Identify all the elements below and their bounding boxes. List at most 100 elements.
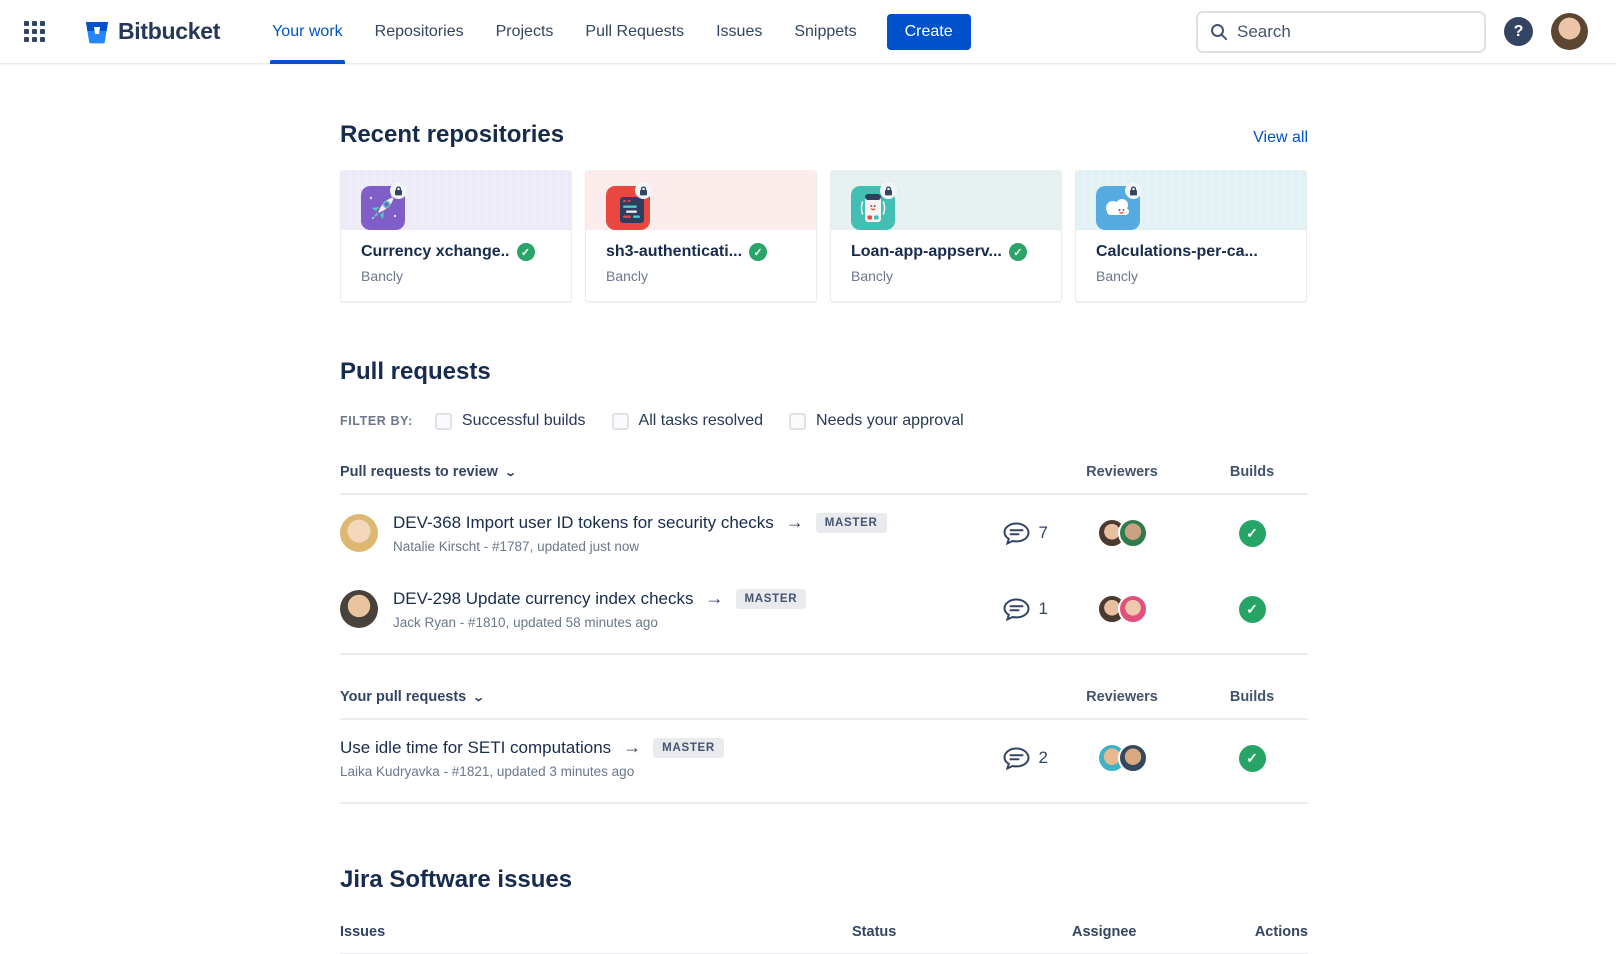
group-label-your-pull-requests[interactable]: Your pull requests ⌄: [340, 689, 486, 705]
brand-name: Bitbucket: [118, 18, 221, 44]
target-branch-badge: MASTER: [653, 737, 724, 758]
reviewer-avatar[interactable]: [1117, 594, 1148, 624]
comment-count: 7: [1038, 523, 1048, 542]
actions-column-header: Actions: [1254, 924, 1308, 940]
pr-row[interactable]: Use idle time for SETI computations → MA…: [340, 720, 1308, 796]
checkbox[interactable]: [789, 412, 807, 430]
repo-name[interactable]: Loan-app-appserv...: [851, 243, 1002, 260]
private-lock-icon: [1125, 182, 1142, 199]
builds-cell: ✓: [1196, 595, 1308, 623]
arrow-right-icon: →: [623, 737, 642, 757]
chevron-down-icon: ⌄: [472, 691, 486, 704]
comments-indicator[interactable]: 2: [964, 746, 1048, 770]
filter-by-label: FILTER BY:: [340, 414, 413, 428]
target-branch-badge: MASTER: [815, 512, 887, 533]
verified-check-icon: ✓: [1008, 243, 1027, 261]
nav-item-projects[interactable]: Projects: [495, 22, 554, 40]
search-input[interactable]: [1237, 21, 1472, 42]
verified-check-icon: ✓: [749, 243, 768, 261]
reviewers-cell: [1048, 743, 1196, 773]
repo-card-loan-app-appserver[interactable]: Loan-app-appserv... ✓ Bancly: [830, 170, 1062, 302]
reviewer-avatar[interactable]: [1117, 518, 1148, 548]
create-button[interactable]: Create: [886, 13, 971, 50]
repo-owner[interactable]: Bancly: [1096, 268, 1139, 284]
filter-needs-your-approval[interactable]: Needs your approval: [789, 412, 964, 430]
profile-avatar[interactable]: [1551, 13, 1588, 50]
app-switcher-icon[interactable]: [24, 20, 46, 43]
build-success-icon[interactable]: ✓: [1238, 519, 1266, 547]
build-success-icon[interactable]: ✓: [1238, 595, 1266, 623]
nav-item-your-work[interactable]: Your work: [256, 0, 359, 64]
pull-requests-title: Pull requests: [340, 358, 491, 385]
nav-item-issues[interactable]: Issues: [716, 22, 763, 40]
pr-meta: Laika Kudryavka - #1821, updated 3 minut…: [340, 764, 635, 779]
author-avatar[interactable]: [340, 590, 378, 628]
target-branch-badge: MASTER: [735, 588, 807, 609]
builds-column-header: Builds: [1229, 689, 1275, 705]
jira-issues-title: Jira Software issues: [340, 866, 573, 893]
arrow-right-icon: →: [785, 512, 804, 532]
comment-bubble-icon: [1003, 521, 1030, 545]
private-lock-icon: [390, 182, 407, 199]
pull-requests-section: Pull requests FILTER BY: Successful buil…: [340, 358, 1308, 804]
reviewers-cell: [1048, 518, 1196, 548]
nav-item-repositories[interactable]: Repositories: [374, 22, 464, 40]
jira-issues-section: Jira Software issues Issues Status Assig…: [340, 866, 1308, 954]
primary-nav: Your work Repositories Projects Pull Req…: [256, 0, 873, 64]
author-avatar[interactable]: [340, 514, 378, 552]
checkbox[interactable]: [611, 412, 629, 430]
builds-cell: ✓: [1196, 519, 1308, 547]
builds-column-header: Builds: [1229, 464, 1275, 480]
pr-group-your-pull-requests: Your pull requests ⌄ Reviewers Builds Us…: [340, 689, 1308, 804]
status-column-header: Status: [852, 924, 897, 940]
pr-filters: FILTER BY: Successful builds All tasks r…: [340, 412, 1308, 430]
reviewer-avatar[interactable]: [1117, 743, 1148, 773]
help-icon[interactable]: ?: [1504, 17, 1533, 46]
repo-name[interactable]: Calculations-per-ca...: [1096, 243, 1258, 260]
repo-card-sh3-authentication[interactable]: sh3-authenticati... ✓ Bancly: [585, 170, 817, 302]
group-label-to-review[interactable]: Pull requests to review ⌄: [340, 464, 518, 480]
nav-item-pull-requests[interactable]: Pull Requests: [585, 22, 685, 40]
search-box[interactable]: [1196, 10, 1486, 53]
pr-row[interactable]: DEV-368 Import user ID tokens for securi…: [340, 495, 1308, 571]
repo-card-calculations-per-capita[interactable]: Calculations-per-ca... Bancly: [1075, 170, 1307, 302]
build-success-icon[interactable]: ✓: [1238, 744, 1266, 772]
repo-owner[interactable]: Bancly: [851, 268, 894, 284]
pr-row[interactable]: DEV-298 Update currency index checks → M…: [340, 571, 1308, 647]
chevron-down-icon: ⌄: [504, 466, 518, 479]
bitbucket-logo[interactable]: Bitbucket: [84, 18, 220, 45]
filter-all-tasks-resolved[interactable]: All tasks resolved: [611, 412, 763, 430]
checkbox[interactable]: [434, 412, 452, 430]
builds-cell: ✓: [1196, 744, 1308, 772]
pr-title-link[interactable]: Use idle time for SETI computations: [340, 737, 612, 757]
nav-item-snippets[interactable]: Snippets: [794, 22, 857, 40]
view-all-link[interactable]: View all: [1253, 129, 1308, 146]
pr-meta: Jack Ryan - #1810, updated 58 minutes ag…: [393, 615, 658, 630]
pr-title-link[interactable]: DEV-368 Import user ID tokens for securi…: [393, 512, 774, 532]
verified-check-icon: ✓: [516, 243, 535, 261]
recent-repositories-section: Recent repositories View all: [340, 121, 1308, 302]
issues-column-header: Issues: [340, 924, 386, 940]
repo-owner[interactable]: Bancly: [606, 268, 649, 284]
top-navigation-bar: Bitbucket Your work Repositories Project…: [0, 0, 1616, 64]
recent-repositories-title: Recent repositories: [340, 121, 565, 148]
pr-title-link[interactable]: DEV-298 Update currency index checks: [393, 588, 694, 608]
repo-name[interactable]: sh3-authenticati...: [606, 243, 743, 260]
comment-bubble-icon: [1003, 746, 1030, 770]
bitbucket-bucket-icon: [86, 21, 108, 43]
reviewers-cell: [1048, 594, 1196, 624]
filter-successful-builds[interactable]: Successful builds: [434, 412, 586, 430]
comments-indicator[interactable]: 7: [964, 521, 1048, 545]
repo-card-currency-xchange[interactable]: Currency xchange.. ✓ Bancly: [340, 170, 572, 302]
arrow-right-icon: →: [705, 588, 724, 608]
reviewers-column-header: Reviewers: [1086, 464, 1158, 480]
assignee-column-header: Assignee: [1072, 924, 1137, 940]
comment-bubble-icon: [1003, 597, 1030, 621]
comment-count: 1: [1038, 599, 1048, 618]
reviewers-column-header: Reviewers: [1086, 689, 1158, 705]
repo-name[interactable]: Currency xchange..: [361, 243, 510, 260]
repo-owner[interactable]: Bancly: [361, 268, 404, 284]
comments-indicator[interactable]: 1: [964, 597, 1048, 621]
private-lock-icon: [880, 182, 897, 199]
search-icon: [1211, 23, 1228, 40]
